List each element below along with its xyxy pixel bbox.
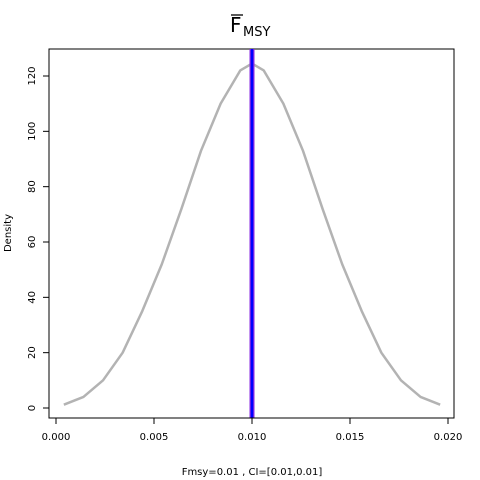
- y-axis: 0 20 40 60 80 100 120: [27, 66, 50, 411]
- x-tick-label: 0.005: [140, 432, 169, 443]
- y-tick-label: 60: [27, 236, 38, 249]
- y-tick-label: 20: [27, 346, 38, 359]
- x-axis: 0.000 0.005 0.010 0.015 0.020: [42, 417, 463, 443]
- plot-area: [63, 49, 441, 418]
- x-tick-label: 0.000: [42, 432, 71, 443]
- y-axis-label: Density: [3, 214, 14, 252]
- title-main: F: [230, 13, 242, 37]
- y-tick-label: 100: [27, 122, 38, 141]
- y-tick-label: 0: [27, 405, 38, 411]
- y-tick-label: 40: [27, 291, 38, 304]
- x-tick-label: 0.015: [336, 432, 365, 443]
- y-tick-label: 80: [27, 180, 38, 193]
- x-tick-label: 0.020: [434, 432, 463, 443]
- title-subscript: MSY: [243, 25, 270, 40]
- y-tick-label: 120: [27, 66, 38, 85]
- x-tick-label: 0.010: [238, 432, 267, 443]
- chart-title: F MSY: [230, 13, 270, 40]
- x-axis-label: Fmsy=0.01 , CI=[0.01,0.01]: [182, 467, 323, 478]
